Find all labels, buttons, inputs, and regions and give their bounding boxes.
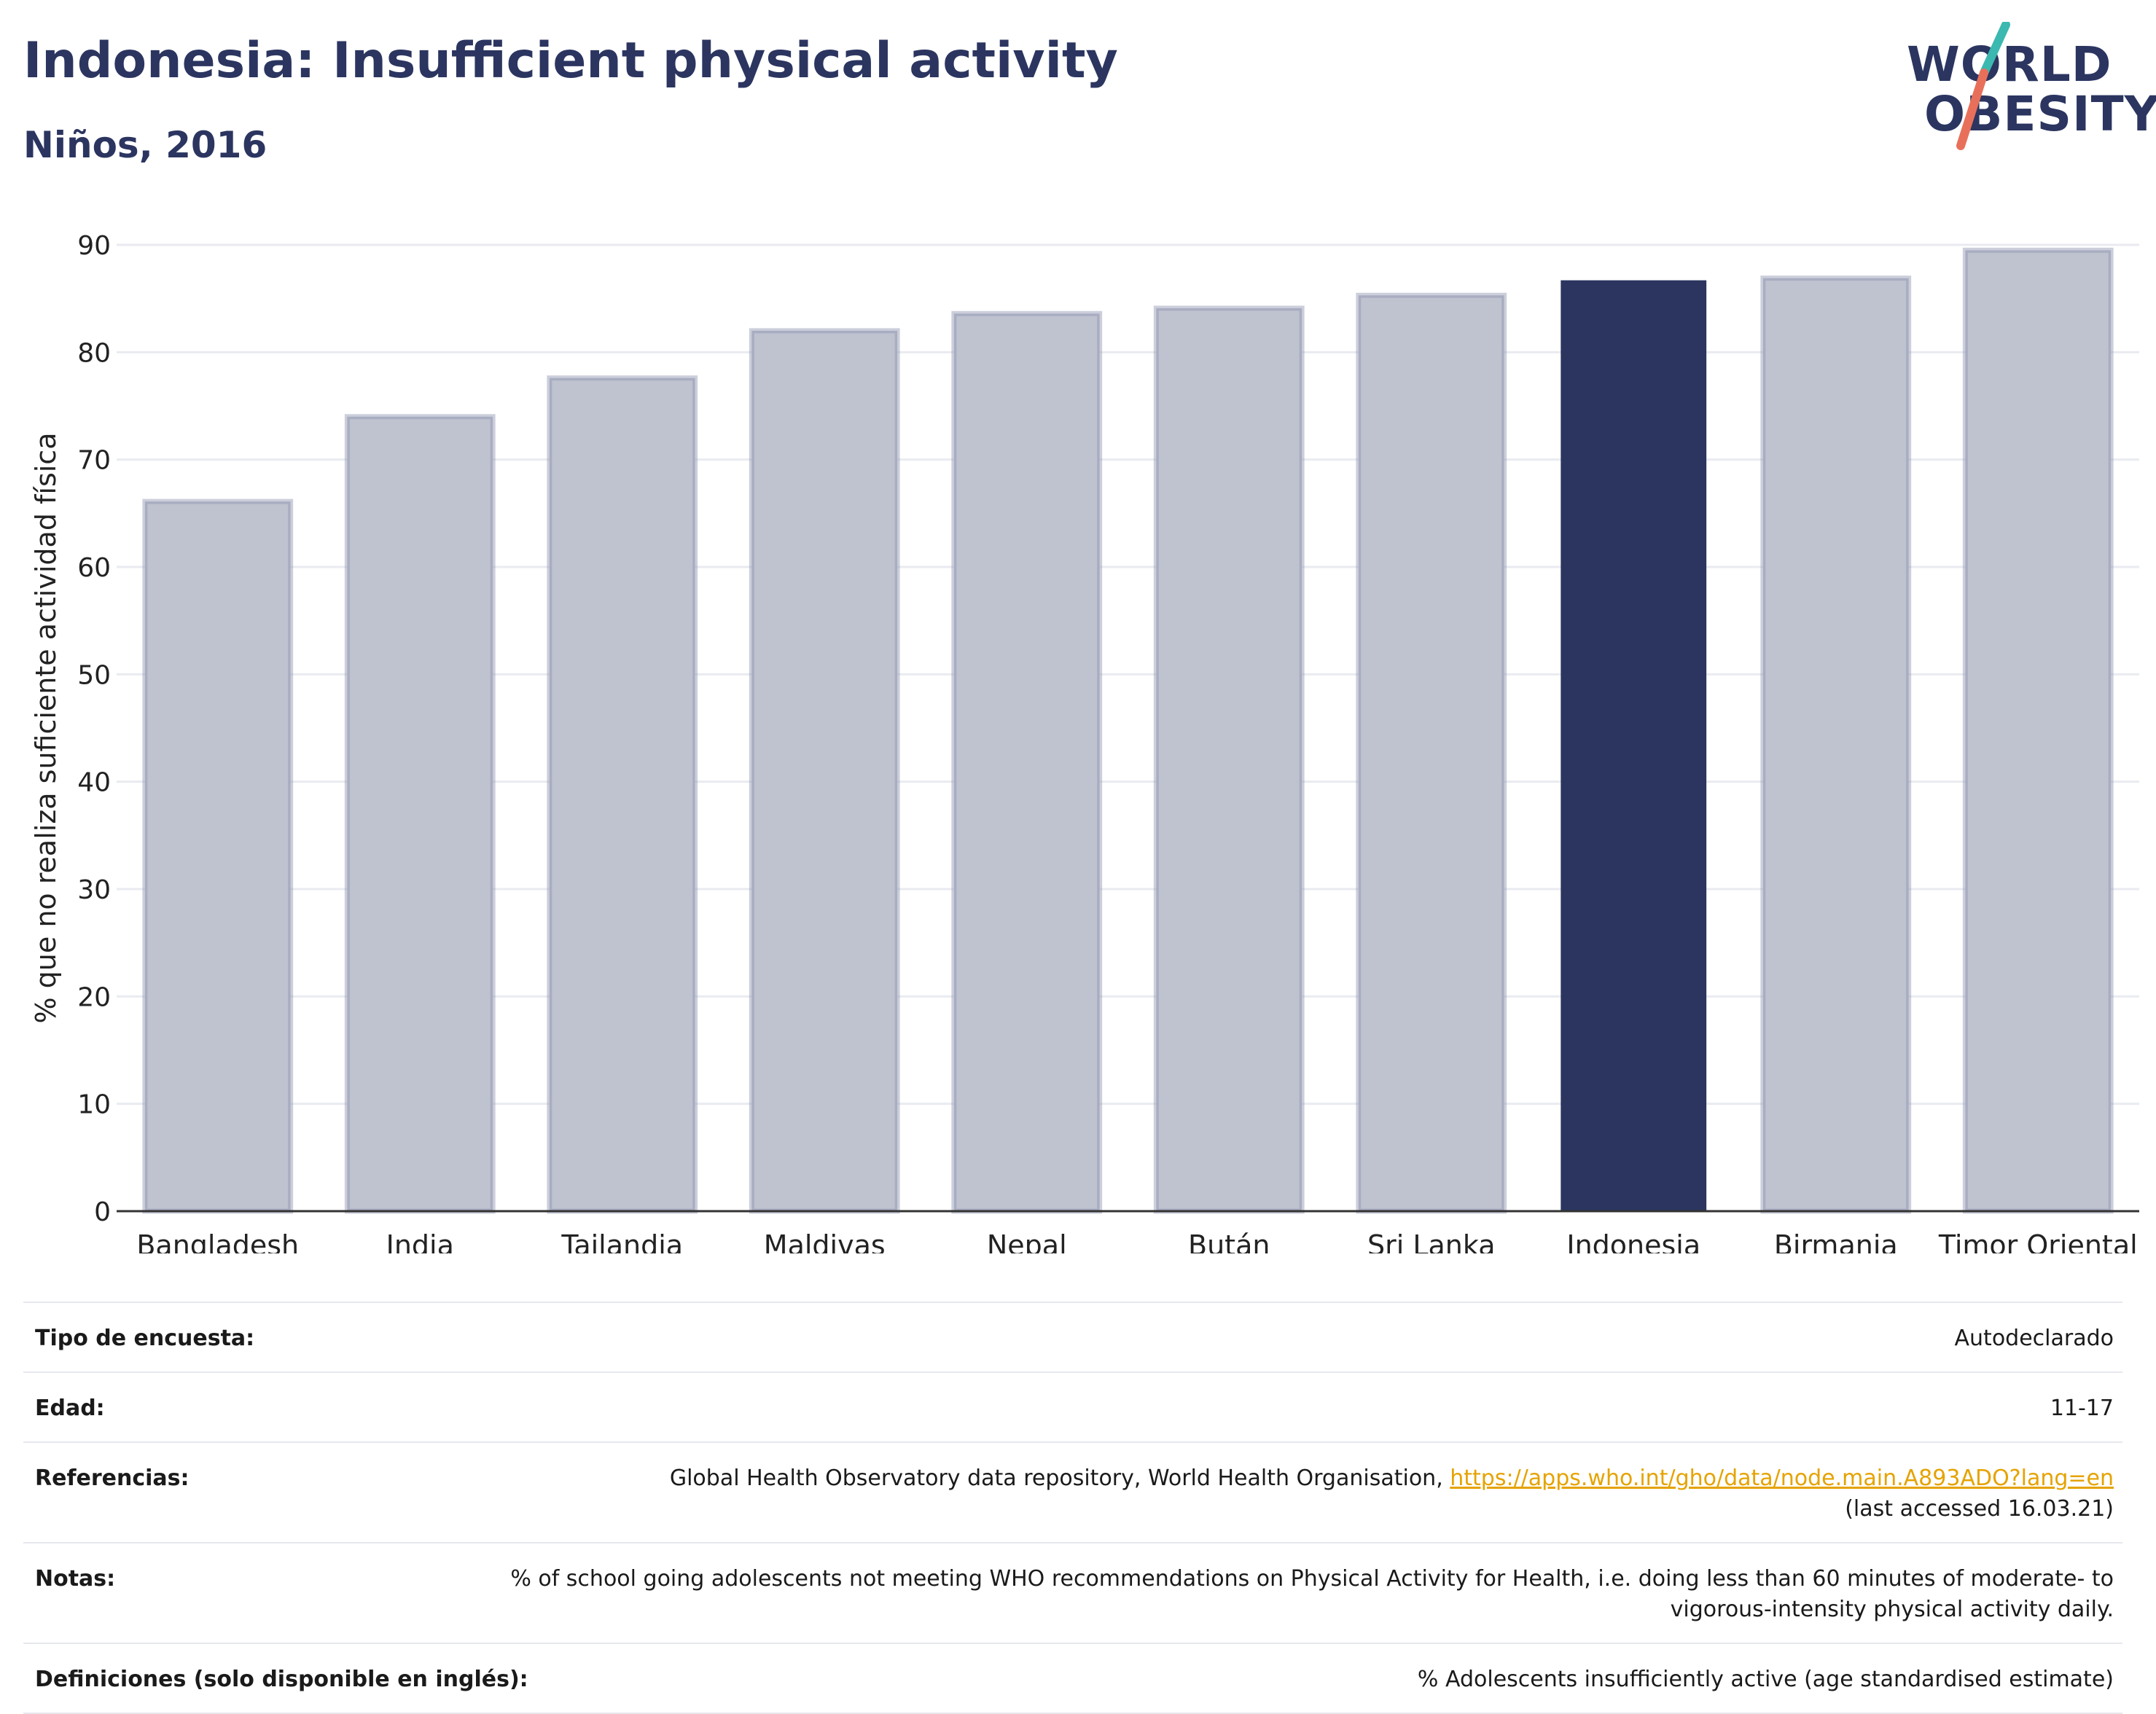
logo-line-1: WORLD bbox=[1907, 36, 2112, 93]
bar-bután bbox=[1153, 305, 1305, 1214]
y-tick-label: 60 bbox=[77, 553, 111, 583]
x-tick-label: Maldivas bbox=[764, 1229, 886, 1253]
y-axis-ticks: 0 10 20 30 40 50 60 70 80 90 bbox=[77, 231, 111, 1227]
meta-row-survey-type: Tipo de encuesta: Autodeclarado bbox=[23, 1302, 2122, 1371]
bar-maldivas bbox=[749, 328, 900, 1214]
bar-tailandia bbox=[547, 375, 698, 1214]
bar-india bbox=[344, 414, 496, 1214]
bar-timor-oriental bbox=[1962, 247, 2114, 1214]
age-value: 11-17 bbox=[2050, 1396, 2114, 1421]
y-tick-label: 10 bbox=[77, 1090, 111, 1120]
references-accessed: (last accessed 16.03.21) bbox=[1845, 1496, 2114, 1522]
bar-birmania bbox=[1760, 275, 1912, 1214]
meta-row-age: Edad: 11-17 bbox=[23, 1371, 2122, 1441]
x-tick-label: Sri Lanka bbox=[1367, 1229, 1496, 1253]
y-tick-label: 80 bbox=[77, 338, 111, 368]
bar-nepal bbox=[951, 310, 1103, 1214]
bars bbox=[142, 247, 2114, 1214]
page-title: Indonesia: Insufficient physical activit… bbox=[23, 32, 1118, 90]
references-value: Global Health Observatory data repositor… bbox=[670, 1463, 2114, 1525]
x-axis-ticks: Bangladesh India Tailandia Maldivas Nepal But… bbox=[136, 1229, 2137, 1253]
meta-row-definitions: Definiciones (solo disponible en inglés)… bbox=[23, 1643, 2122, 1714]
y-axis-label: % que no realiza suficiente actividad fí… bbox=[30, 433, 62, 1024]
definitions-value: % Adolescents insufficiently active (age… bbox=[1417, 1667, 2114, 1692]
x-tick-label: Birmania bbox=[1774, 1229, 1898, 1253]
definitions-label: Definiciones (solo disponible en inglés)… bbox=[35, 1667, 528, 1692]
x-tick-label: Nepal bbox=[987, 1229, 1067, 1253]
age-label: Edad: bbox=[35, 1396, 105, 1421]
bar-bangladesh bbox=[142, 498, 294, 1214]
logo-slash-icon bbox=[1956, 22, 2010, 150]
notes-value: % of school going adolescents not meetin… bbox=[510, 1566, 2114, 1622]
page-subtitle: Niños, 2016 bbox=[23, 124, 267, 166]
x-tick-label: Indonesia bbox=[1566, 1229, 1700, 1253]
meta-row-references: Referencias: Global Health Observatory d… bbox=[23, 1441, 2122, 1542]
survey-type-label: Tipo de encuesta: bbox=[35, 1326, 255, 1351]
y-tick-label: 0 bbox=[94, 1197, 111, 1227]
references-label: Referencias: bbox=[35, 1465, 190, 1491]
meta-row-notes: Notas: % of school going adolescents not… bbox=[23, 1542, 2122, 1643]
notes-label: Notas: bbox=[35, 1566, 116, 1592]
references-text: Global Health Observatory data repositor… bbox=[669, 1465, 1450, 1491]
x-tick-label: India bbox=[386, 1229, 454, 1253]
references-link[interactable]: https://apps.who.int/gho/data/node.main.… bbox=[1450, 1465, 2114, 1491]
world-obesity-logo: WORLD OBESITY bbox=[1895, 22, 2156, 153]
x-tick-label: Bután bbox=[1188, 1229, 1270, 1253]
y-tick-label: 20 bbox=[77, 982, 111, 1012]
bar-chart: 0 10 20 30 40 50 60 70 80 90 Bangladesh India Taila… bbox=[30, 231, 2139, 1253]
x-tick-label: Timor Oriental bbox=[1938, 1229, 2138, 1253]
y-tick-label: 50 bbox=[77, 660, 111, 690]
bar-indonesia bbox=[1561, 280, 1707, 1211]
y-tick-label: 70 bbox=[77, 446, 111, 476]
bar-sri-lanka bbox=[1356, 292, 1507, 1214]
metadata-table: Tipo de encuesta: Autodeclarado Edad: 11… bbox=[23, 1302, 2122, 1714]
y-tick-label: 30 bbox=[77, 875, 111, 905]
survey-type-value: Autodeclarado bbox=[1954, 1326, 2114, 1351]
x-tick-label: Tailandia bbox=[561, 1229, 683, 1253]
x-tick-label: Bangladesh bbox=[136, 1229, 299, 1253]
y-tick-label: 90 bbox=[77, 231, 111, 261]
y-tick-label: 40 bbox=[77, 768, 111, 798]
